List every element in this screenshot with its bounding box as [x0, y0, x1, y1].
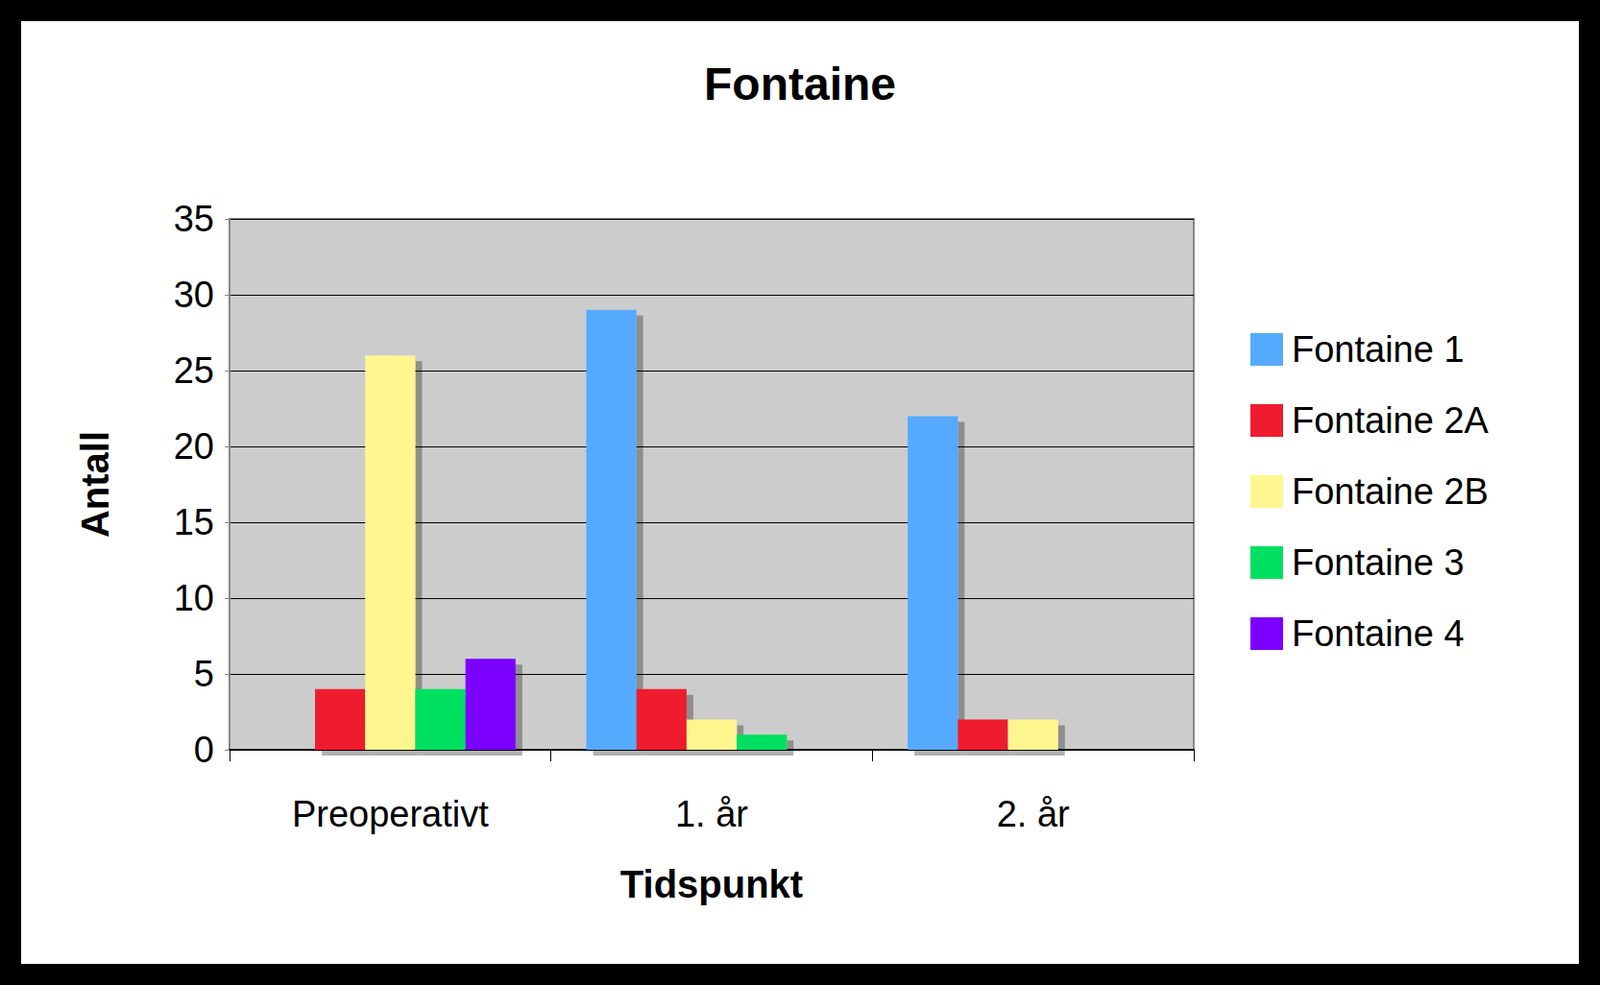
svg-text:Antall: Antall [73, 431, 117, 538]
svg-text:1. år: 1. år [675, 794, 749, 835]
svg-text:Fontaine 2A: Fontaine 2A [1291, 400, 1490, 441]
svg-text:30: 30 [173, 274, 215, 316]
svg-text:Fontaine 3: Fontaine 3 [1291, 542, 1465, 583]
svg-text:15: 15 [173, 502, 215, 543]
svg-text:20: 20 [173, 426, 215, 467]
svg-text:Fontaine 2B: Fontaine 2B [1291, 471, 1489, 512]
svg-text:0: 0 [193, 729, 215, 771]
svg-text:10: 10 [173, 578, 215, 619]
svg-text:Fontaine 1: Fontaine 1 [1291, 329, 1465, 370]
svg-text:Fontaine 4: Fontaine 4 [1291, 613, 1465, 655]
svg-text:5: 5 [193, 654, 215, 695]
svg-text:25: 25 [173, 350, 215, 391]
svg-text:2. år: 2. år [996, 794, 1070, 835]
svg-text:35: 35 [173, 198, 215, 240]
svg-text:Fontaine: Fontaine [703, 58, 897, 110]
svg-text:Preoperativt: Preoperativt [291, 794, 489, 835]
svg-text:Tidspunkt: Tidspunkt [620, 863, 803, 906]
